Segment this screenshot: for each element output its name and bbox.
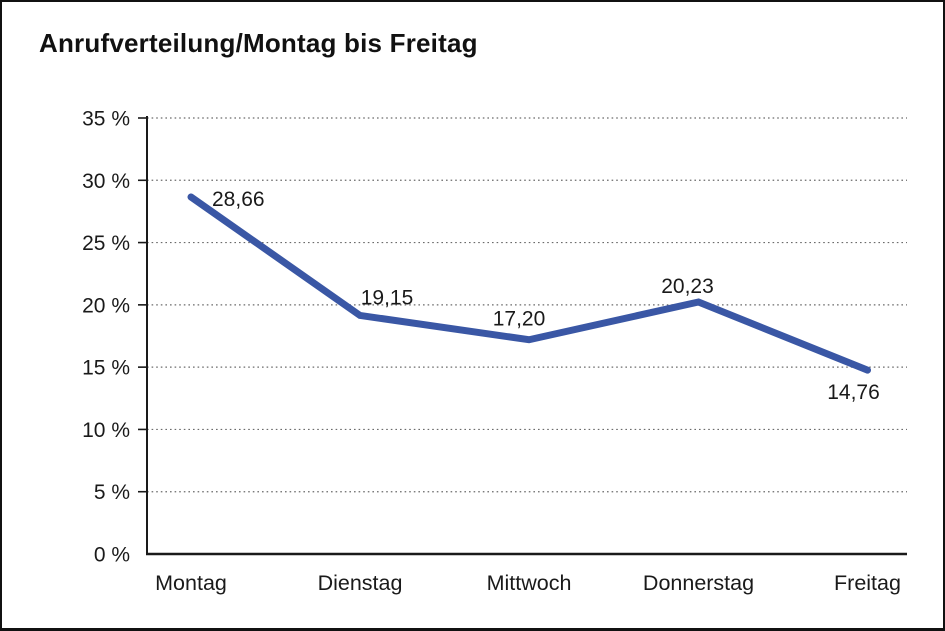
y-axis-label: 35 % — [82, 108, 130, 131]
y-axis-label: 25 % — [82, 232, 130, 255]
y-axis-label: 20 % — [82, 294, 130, 317]
data-series-line — [187, 193, 871, 374]
data-point-label: 14,76 — [827, 381, 880, 404]
x-axis-label: Donnerstag — [643, 571, 754, 595]
x-axis-label: Freitag — [834, 571, 901, 595]
data-point-label: 28,66 — [212, 188, 265, 211]
chart-title: Anrufverteilung/Montag bis Freitag — [39, 28, 478, 58]
y-axis-label: 5 % — [94, 481, 130, 504]
x-axis-label: Montag — [155, 571, 227, 595]
y-axis-label: 10 % — [82, 419, 130, 442]
data-point-label: 19,15 — [361, 286, 414, 309]
y-axis-label: 15 % — [82, 357, 130, 380]
y-axis-label: 30 % — [82, 170, 130, 193]
x-axis-label: Mittwoch — [487, 571, 572, 595]
y-axis-label: 0 % — [94, 544, 130, 567]
x-axis-label: Dienstag — [318, 571, 403, 595]
data-point-label: 20,23 — [661, 275, 714, 298]
data-point-label: 17,20 — [493, 308, 546, 331]
